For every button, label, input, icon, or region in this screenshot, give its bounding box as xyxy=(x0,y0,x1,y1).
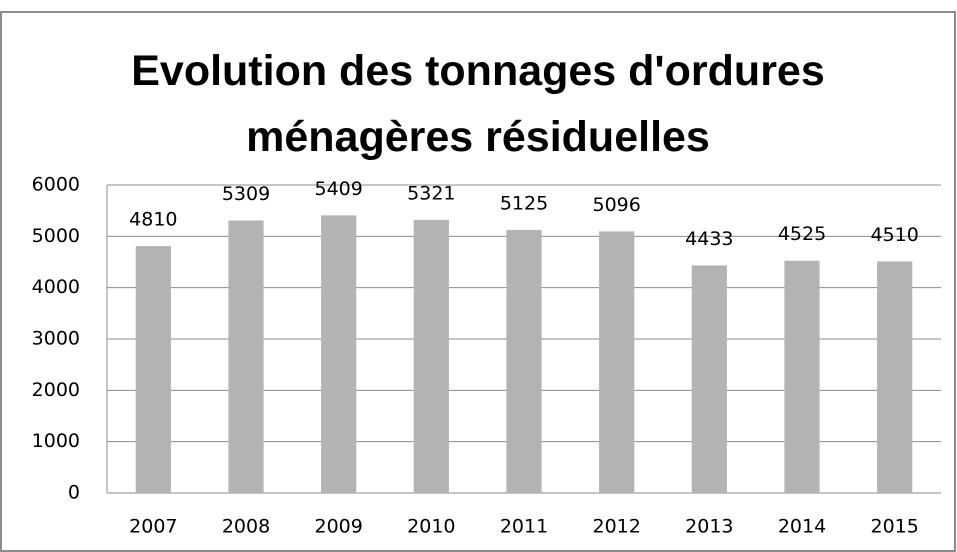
bar xyxy=(691,265,727,493)
bar xyxy=(135,246,171,493)
bar xyxy=(784,260,820,493)
y-tick-label: 4000 xyxy=(32,276,80,298)
data-label: 4810 xyxy=(129,209,177,231)
data-label: 4433 xyxy=(685,228,733,250)
y-tick-label: 5000 xyxy=(32,225,80,247)
x-tick-label: 2009 xyxy=(314,516,362,538)
bar xyxy=(877,261,913,493)
data-label: 5309 xyxy=(222,183,270,205)
x-tick-label: 2012 xyxy=(592,516,640,538)
chart-title: Evolution des tonnages d'ordures ménagèr… xyxy=(131,47,825,161)
data-label: 5321 xyxy=(407,182,455,204)
bar xyxy=(228,220,264,494)
y-tick-label: 0 xyxy=(68,482,80,504)
x-tick-label: 2015 xyxy=(870,516,918,538)
x-tick-label: 2014 xyxy=(778,516,826,538)
data-label: 5409 xyxy=(314,178,362,200)
x-tick-label: 2010 xyxy=(407,516,455,538)
y-tick-label: 2000 xyxy=(32,379,80,401)
x-tick-label: 2008 xyxy=(222,516,270,538)
data-label: 5096 xyxy=(592,194,640,216)
bar xyxy=(321,215,357,493)
x-tick-label: 2011 xyxy=(500,516,548,538)
x-tick-label: 2013 xyxy=(685,516,733,538)
data-label: 4510 xyxy=(870,224,918,246)
bar xyxy=(506,229,542,493)
data-label: 4525 xyxy=(778,223,826,245)
y-tick-label: 6000 xyxy=(32,174,80,196)
bar xyxy=(599,231,635,493)
y-tick-label: 1000 xyxy=(32,430,80,452)
y-tick-label: 3000 xyxy=(32,328,80,350)
data-label: 5125 xyxy=(500,192,548,214)
x-tick-label: 2007 xyxy=(129,516,177,538)
bar xyxy=(413,219,449,493)
